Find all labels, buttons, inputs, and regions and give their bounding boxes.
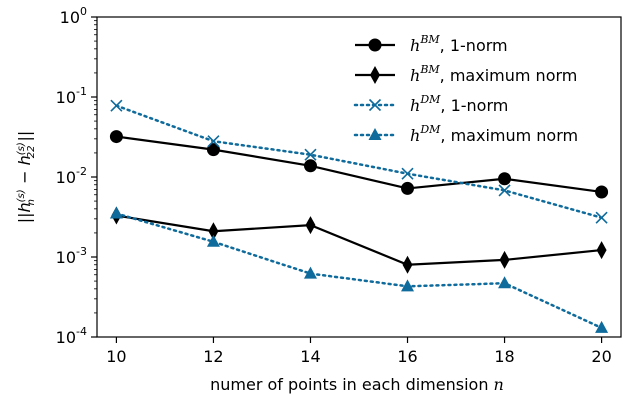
legend-marker [368,38,382,52]
x-axis-label-text: numer of points in each dimension [210,375,493,394]
data-point [208,222,219,241]
x-tick-label: 14 [300,347,320,366]
data-point [498,276,512,289]
legend-marker [368,98,382,112]
legend-entry-1: hBM, 1-norm [355,33,508,55]
x-tick-label: 16 [397,347,417,366]
y-axis-label-text: ||h(s)n − h(s)22|| [15,131,37,224]
series-line [116,135,602,194]
data-point [206,234,220,247]
series-2 [111,206,607,274]
series-line [116,214,602,266]
data-point [401,181,415,195]
data-point [109,130,123,144]
x-axis-label: numer of points in each dimension n [210,375,504,394]
y-tick-label: 10-1 [56,85,87,107]
series-1 [109,130,609,199]
data-point [596,241,607,260]
y-tick-label: 10-4 [56,325,87,347]
x-tick-label: 18 [494,347,514,366]
x-axis-label-var: n [494,375,504,394]
data-point [402,255,413,274]
x-tick-label: 20 [591,347,611,366]
data-point [303,159,317,173]
series-4 [109,206,609,333]
plot-frame [96,16,622,338]
x-tick-label: 12 [203,347,223,366]
legend-label: hBM, maximum norm [410,63,577,85]
legend-label: hDM, 1-norm [410,93,508,115]
data-point [499,250,510,269]
data-point [498,172,512,186]
data-point [595,185,609,199]
data-point [109,206,123,219]
legend-label: hDM, maximum norm [410,123,578,145]
legend-label: hBM, 1-norm [410,33,508,55]
series-line [115,212,603,330]
series-line [115,104,603,219]
legend: hBM, 1-norm hBM, maximum norm hDM, 1-norm h… [353,33,578,145]
x-axis-ticks: 10 12 14 16 18 20 [106,337,612,366]
legend-entry-2: hBM, maximum norm [355,63,577,85]
y-axis-ticks: 100 10-1 10-2 10-3 10-4 [56,5,97,347]
data-point [401,279,415,292]
legend-entry-3: hDM, 1-norm [353,93,508,115]
data-point [206,143,220,157]
series-layer [109,99,609,333]
legend-marker [370,66,380,84]
y-tick-label: 10-2 [56,165,87,187]
x-tick-label: 10 [106,347,126,366]
data-point [498,184,511,197]
series-3 [110,99,608,224]
data-point [595,211,608,224]
data-point [110,99,123,112]
data-point [305,216,316,235]
data-point [595,320,609,333]
data-point [304,148,317,161]
data-point [207,135,220,148]
legend-marker [368,128,382,140]
y-axis-label: ||h(s)n − h(s)22|| [15,131,37,224]
data-point [303,266,317,279]
y-tick-label: 10-3 [56,245,87,267]
legend-entry-4: hDM, maximum norm [353,123,578,145]
y-tick-label: 100 [60,5,87,27]
data-point [401,167,414,180]
